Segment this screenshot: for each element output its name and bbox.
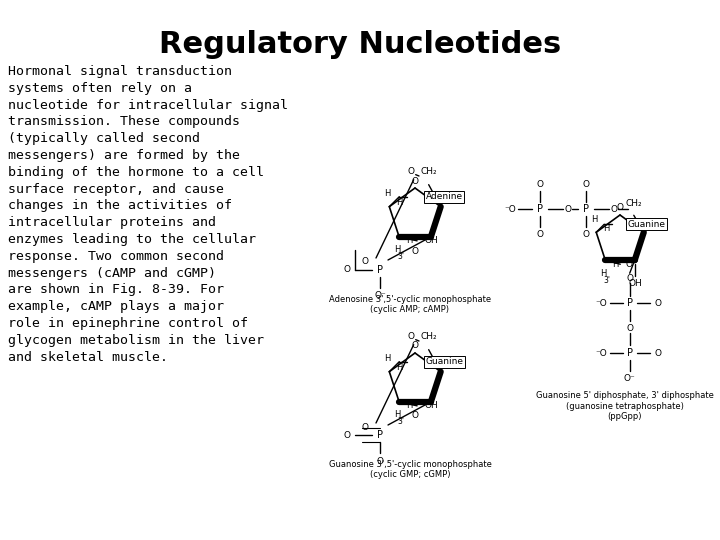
Text: O: O <box>536 180 544 189</box>
Text: CH₂: CH₂ <box>626 199 642 208</box>
Text: 3': 3' <box>397 417 405 427</box>
Text: P: P <box>537 204 543 214</box>
Text: O: O <box>616 204 624 213</box>
Text: H: H <box>394 410 400 420</box>
Text: OH: OH <box>424 401 438 410</box>
Text: O: O <box>361 258 369 267</box>
Text: H: H <box>612 260 618 269</box>
Text: 3': 3' <box>397 252 405 261</box>
Text: O: O <box>343 430 351 440</box>
Text: H: H <box>600 269 606 278</box>
Text: H: H <box>396 198 402 207</box>
Text: CH₂: CH₂ <box>420 167 437 176</box>
Text: O: O <box>412 341 418 350</box>
Text: O: O <box>626 260 633 269</box>
Text: O: O <box>582 180 589 189</box>
Text: P: P <box>626 298 633 308</box>
Text: H: H <box>591 215 598 224</box>
Text: H: H <box>396 363 402 372</box>
Text: O: O <box>412 246 418 255</box>
Text: 3': 3' <box>604 276 611 285</box>
Text: O: O <box>536 230 544 239</box>
Text: 5': 5' <box>626 218 634 227</box>
Text: O: O <box>626 274 633 283</box>
Text: O: O <box>343 266 351 274</box>
Text: O: O <box>582 230 589 239</box>
Text: H: H <box>384 354 390 363</box>
Text: 5': 5' <box>423 357 430 366</box>
Text: ⁻O: ⁻O <box>596 299 608 308</box>
Text: H: H <box>394 245 400 254</box>
Text: Guanine: Guanine <box>627 220 665 229</box>
Text: ⁻O: ⁻O <box>596 349 608 357</box>
Text: O: O <box>412 411 418 421</box>
Text: Hormonal signal transduction
systems often rely on a
nucleotide for intracellula: Hormonal signal transduction systems oft… <box>8 65 288 363</box>
Text: Regulatory Nucleotides: Regulatory Nucleotides <box>159 30 561 59</box>
Text: H: H <box>406 401 413 410</box>
Text: Guanine: Guanine <box>426 357 464 366</box>
Text: O: O <box>654 349 661 357</box>
Text: O: O <box>361 422 369 431</box>
Text: O: O <box>412 177 418 186</box>
Text: P: P <box>626 348 633 358</box>
Text: H: H <box>384 189 390 198</box>
Text: O: O <box>408 167 414 176</box>
Text: H: H <box>406 237 413 245</box>
Text: P: P <box>377 430 383 440</box>
Text: CH₂: CH₂ <box>420 332 437 341</box>
Text: H: H <box>603 224 609 233</box>
Text: O: O <box>611 205 617 214</box>
Text: O: O <box>626 323 633 333</box>
Text: O⁻: O⁻ <box>624 374 636 383</box>
Text: ⁻O: ⁻O <box>504 205 516 214</box>
Text: O⁻: O⁻ <box>374 292 386 300</box>
Text: 5': 5' <box>423 192 430 201</box>
Text: P: P <box>377 265 383 275</box>
Text: O: O <box>377 456 384 465</box>
Text: Adenosine 3',5'-cyclic monophosphate
(cyclic AMP; cAMP): Adenosine 3',5'-cyclic monophosphate (cy… <box>329 295 491 314</box>
Text: OH: OH <box>424 237 438 245</box>
Text: O: O <box>564 205 571 214</box>
Text: Guanosine 3',5'-cyclic monophosphate
(cyclic GMP; cGMP): Guanosine 3',5'-cyclic monophosphate (cy… <box>328 460 492 480</box>
Text: Guanosine 5' diphosphate, 3' diphosphate
(guanosine tetraphosphate)
(ppGpp): Guanosine 5' diphosphate, 3' diphosphate… <box>536 391 714 421</box>
Text: P: P <box>582 204 589 214</box>
Text: Adenine: Adenine <box>426 192 463 201</box>
Text: OH: OH <box>629 279 642 288</box>
Text: O: O <box>408 332 414 341</box>
Text: O: O <box>654 299 661 308</box>
